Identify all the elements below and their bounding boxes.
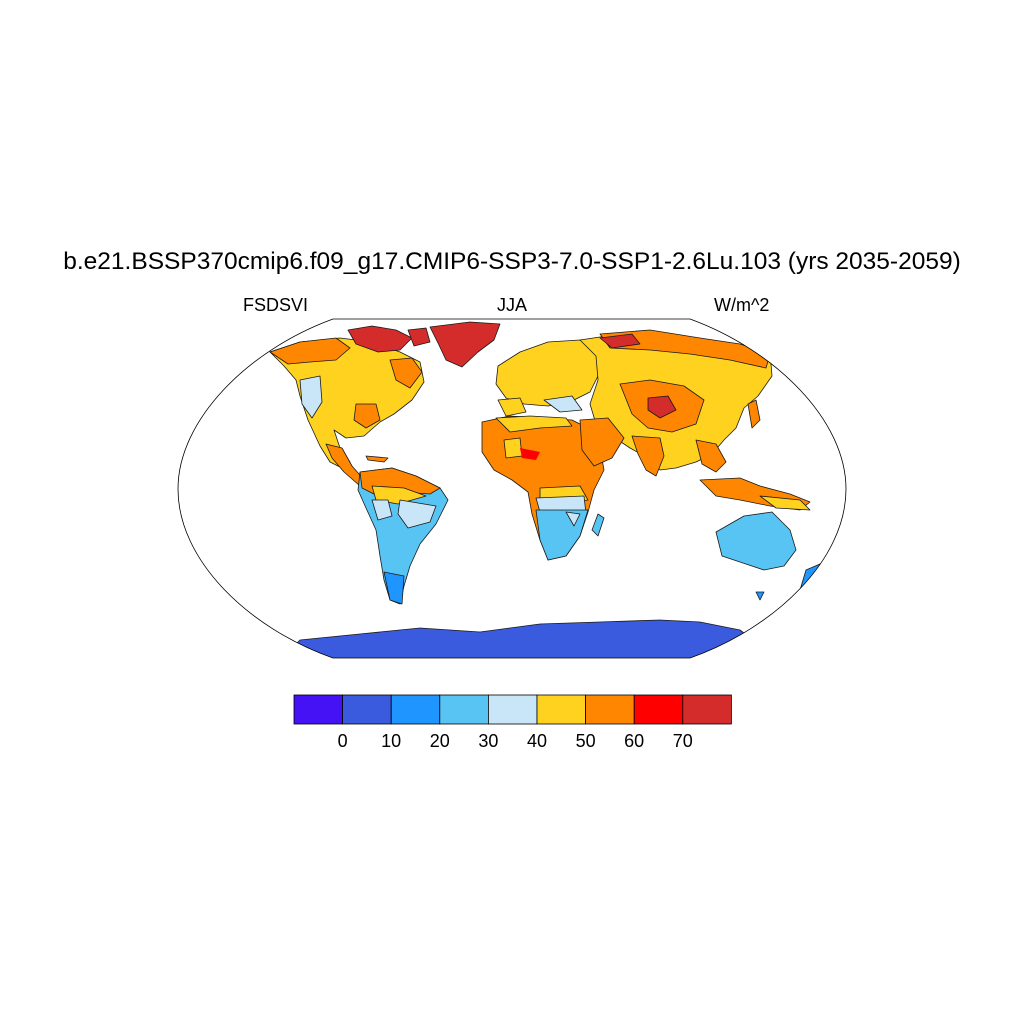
antarctica-region: [279, 619, 761, 658]
colorbar-tick-label: 70: [672, 731, 693, 751]
colorbar-tick-label: 10: [381, 731, 402, 751]
colorbar-swatch: [293, 694, 343, 725]
colorbar-swatch: [342, 694, 392, 725]
europe-region: [495, 339, 601, 407]
colorbar-swatch: [633, 694, 684, 725]
colorbar-swatch: [536, 694, 586, 725]
colorbar-tick-label: 50: [575, 731, 596, 751]
colorbar-tick-label: 0: [337, 731, 348, 751]
greenland-region: [429, 321, 501, 368]
units-label: W/m^2: [714, 295, 770, 315]
season-label: JJA: [496, 295, 527, 315]
variable-label: FSDSVI: [243, 295, 309, 315]
colorbar-swatch: [585, 694, 635, 725]
colorbar-swatch: [487, 694, 538, 725]
colorbar-swatch: [439, 694, 489, 725]
colorbar: [293, 694, 732, 725]
globe-outline: [177, 318, 847, 659]
arctic-islands-region: [347, 325, 413, 353]
plot-title: b.e21.BSSP370cmip6.f09_g17.CMIP6-SSP3-7.…: [63, 248, 961, 275]
colorbar-swatch: [682, 694, 732, 725]
colorbar-tick-label: 40: [526, 731, 548, 751]
australia-region: [715, 511, 797, 571]
colorbar-tick-label: 60: [624, 731, 645, 751]
colorbar-tick-label: 20: [429, 731, 450, 751]
colorbar-swatch: [390, 694, 441, 725]
colorbar-tick-label: 30: [478, 731, 499, 751]
